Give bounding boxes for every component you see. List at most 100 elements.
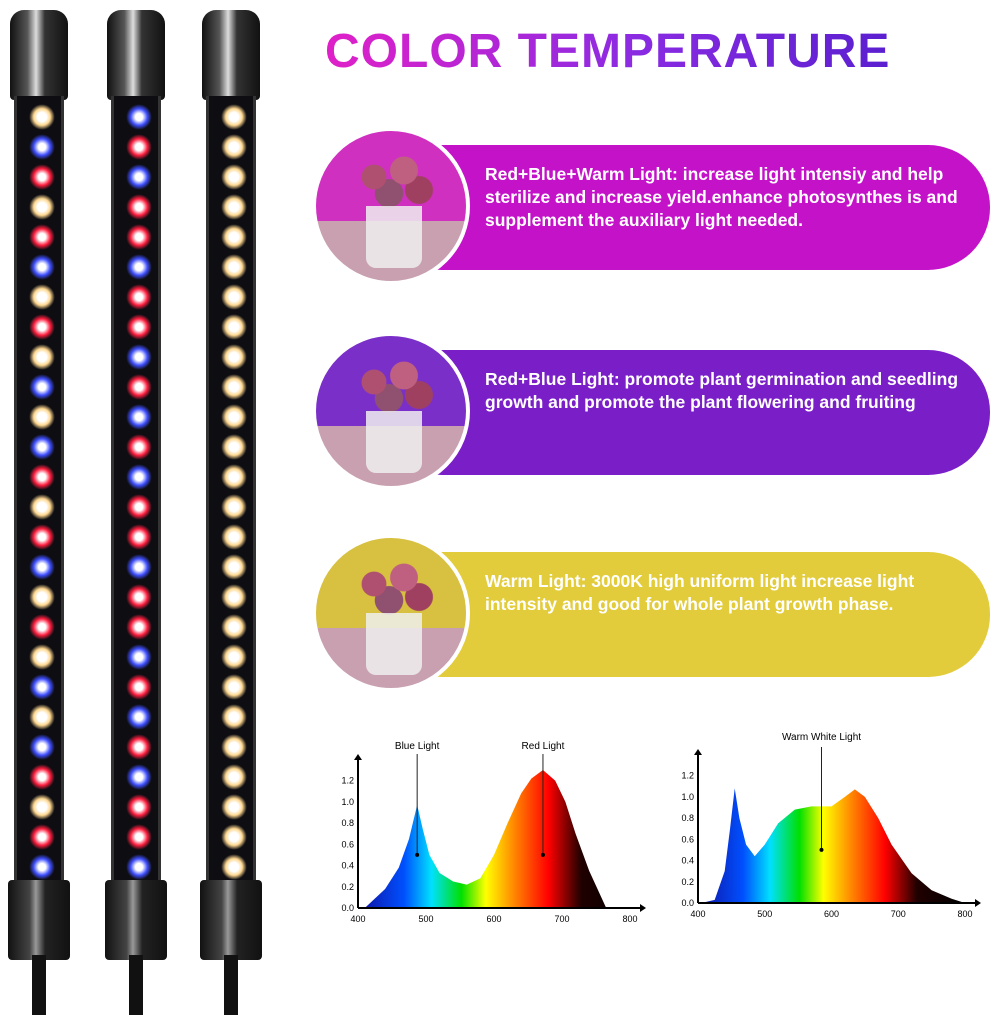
led [29,164,55,190]
led [29,224,55,250]
led [126,344,152,370]
led [29,494,55,520]
led [126,494,152,520]
mode-card: Red+Blue+Warm Light: increase light inte… [380,145,990,270]
led [221,644,247,670]
led [126,554,152,580]
tube-base [200,880,262,960]
led [29,584,55,610]
led [221,254,247,280]
led [126,194,152,220]
cable [224,955,238,1015]
x-tick-label: 800 [622,914,637,924]
led [126,404,152,430]
led [221,284,247,310]
led [29,764,55,790]
led [221,854,247,880]
led [126,254,152,280]
led [29,104,55,130]
led [221,704,247,730]
led [126,674,152,700]
plant-photo [312,127,470,285]
plant-photo [312,332,470,490]
y-tick-label: 1.2 [341,776,354,786]
tube-body [111,96,161,886]
led [29,314,55,340]
led [29,194,55,220]
spectrum-chart-red-blue: 400 500 600 700 800 0.0 0.2 0.4 0.6 0.8 1.0 1.2 Blue… [341,741,646,924]
led [126,704,152,730]
led [126,734,152,760]
cable [32,955,46,1015]
led [221,344,247,370]
led [29,254,55,280]
y-tick-label: 1.2 [681,771,694,781]
light-tube [200,10,262,1015]
led [221,464,247,490]
plant-pot [366,613,422,675]
led [221,584,247,610]
plant-leaves [344,151,444,216]
plant-leaves [344,558,444,623]
led [126,584,152,610]
annotation-dot [415,852,420,857]
led [126,854,152,880]
y-tick-label: 0.0 [681,898,694,908]
y-tick-label: 0.8 [341,818,354,828]
x-tick-label: 500 [757,909,772,919]
led [221,614,247,640]
y-tick-label: 1.0 [341,797,354,807]
led [29,854,55,880]
led [221,104,247,130]
plant-leaves [344,356,444,421]
spectrum-area [701,788,965,903]
led [29,824,55,850]
annotation-label: Red Light [522,741,565,752]
led [221,404,247,430]
led [29,674,55,700]
y-axis-arrow [694,749,702,755]
led [29,734,55,760]
led [221,734,247,760]
led [29,554,55,580]
x-tick-label: 700 [554,914,569,924]
led [126,434,152,460]
y-tick-label: 1.0 [681,792,694,802]
plant-photo [312,534,470,692]
led [29,614,55,640]
cable [129,955,143,1015]
led [126,374,152,400]
y-tick-label: 0.0 [341,903,354,913]
x-axis-arrow [640,904,646,912]
x-tick-label: 400 [690,909,705,919]
led [126,524,152,550]
led [126,134,152,160]
tube-cap [202,10,260,100]
led [126,644,152,670]
led [221,134,247,160]
mode-description: Red+Blue Light: promote plant germinatio… [485,369,959,412]
led [29,284,55,310]
led [221,314,247,340]
led [126,614,152,640]
mode-description: Warm Light: 3000K high uniform light inc… [485,571,915,614]
y-tick-label: 0.4 [681,856,694,866]
spectrum-chart-warm-white: 400 500 600 700 800 0.0 0.2 0.4 0.6 0.8 1.0 1.2 Warm… [681,732,981,919]
annotation-dot [819,847,824,852]
led [221,194,247,220]
y-axis-arrow [354,754,362,760]
led [29,464,55,490]
x-tick-label: 800 [957,909,972,919]
led [221,434,247,460]
led [126,164,152,190]
led [221,524,247,550]
led [29,374,55,400]
x-tick-label: 500 [418,914,433,924]
led [126,764,152,790]
led [221,794,247,820]
led [221,494,247,520]
led [29,524,55,550]
led [29,134,55,160]
led [29,344,55,370]
annotation-label: Warm White Light [782,732,861,743]
